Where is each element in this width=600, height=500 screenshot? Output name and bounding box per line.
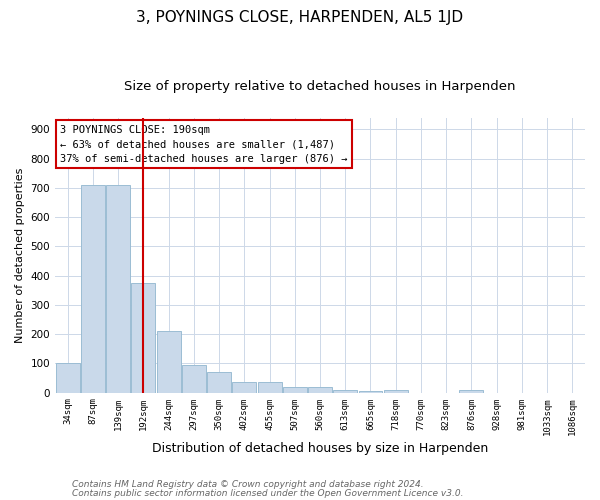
Bar xyxy=(207,372,231,392)
Bar xyxy=(384,390,408,392)
Bar xyxy=(157,331,181,392)
X-axis label: Distribution of detached houses by size in Harpenden: Distribution of detached houses by size … xyxy=(152,442,488,455)
Bar xyxy=(106,185,130,392)
Bar xyxy=(308,386,332,392)
Bar xyxy=(283,388,307,392)
Bar xyxy=(257,382,281,392)
Bar xyxy=(460,390,484,392)
Text: Contains HM Land Registry data © Crown copyright and database right 2024.: Contains HM Land Registry data © Crown c… xyxy=(72,480,424,489)
Y-axis label: Number of detached properties: Number of detached properties xyxy=(15,168,25,343)
Bar xyxy=(359,391,382,392)
Bar xyxy=(131,283,155,393)
Bar xyxy=(81,185,105,392)
Text: 3, POYNINGS CLOSE, HARPENDEN, AL5 1JD: 3, POYNINGS CLOSE, HARPENDEN, AL5 1JD xyxy=(136,10,464,25)
Bar xyxy=(232,382,256,392)
Title: Size of property relative to detached houses in Harpenden: Size of property relative to detached ho… xyxy=(124,80,516,93)
Bar xyxy=(333,390,357,392)
Bar xyxy=(56,364,80,392)
Bar xyxy=(182,365,206,392)
Text: 3 POYNINGS CLOSE: 190sqm
← 63% of detached houses are smaller (1,487)
37% of sem: 3 POYNINGS CLOSE: 190sqm ← 63% of detach… xyxy=(61,124,348,164)
Text: Contains public sector information licensed under the Open Government Licence v3: Contains public sector information licen… xyxy=(72,490,464,498)
